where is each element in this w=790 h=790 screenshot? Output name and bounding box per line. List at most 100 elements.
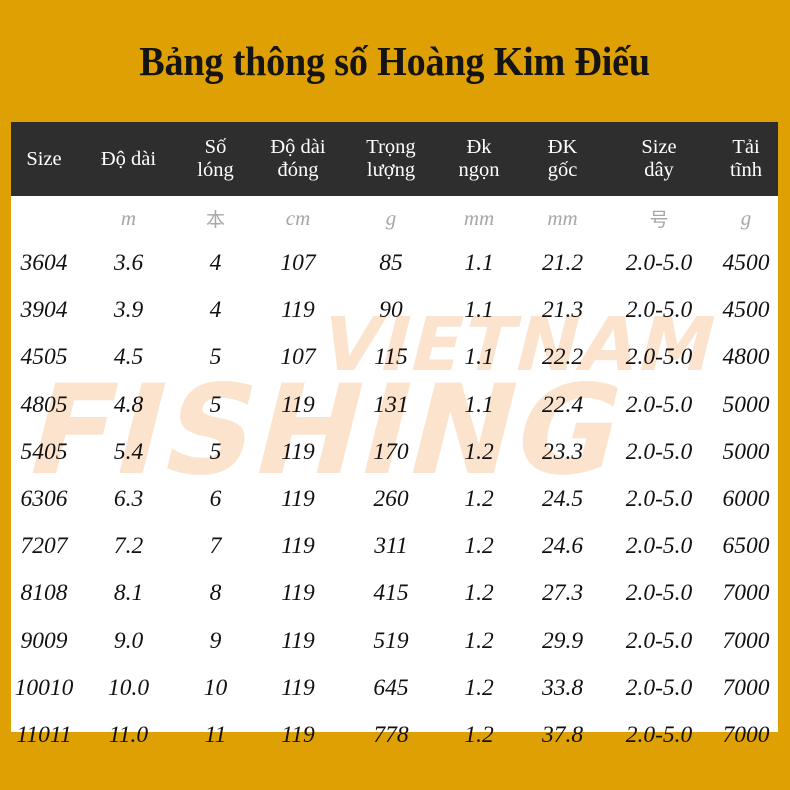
table-cell: 7000 (722, 627, 770, 654)
table-cell: 5 (209, 391, 222, 418)
table-cell: 170 (373, 438, 409, 465)
unit-trong-luong: g (345, 196, 437, 240)
table-cell: 107 (280, 250, 316, 277)
unit-tai-tinh: g (714, 196, 778, 240)
table-cell: 2.0-5.0 (625, 344, 693, 371)
table-cell: 2.0-5.0 (625, 297, 693, 324)
table-cell: 131 (373, 391, 409, 418)
table-cell: 2.0-5.0 (625, 391, 693, 418)
table-cell: 2.0-5.0 (625, 627, 693, 654)
column-header-dk-goc: ĐK gốc (521, 122, 604, 196)
table-cell: 5 (209, 344, 222, 371)
column-header-so-long: Số lóng (180, 122, 251, 196)
table-cell: 119 (281, 721, 315, 748)
table-cell: 3904 (20, 297, 68, 324)
table-cell: 1.2 (464, 533, 494, 560)
table-cell: 5405 (20, 438, 68, 465)
table-cell: 22.4 (541, 391, 584, 418)
table-cell: 5.4 (113, 438, 144, 465)
table-cell: 33.8 (541, 674, 584, 701)
table-cell: 2.0-5.0 (625, 674, 693, 701)
table-cell: 7000 (722, 580, 770, 607)
table-cell: 1.2 (464, 721, 494, 748)
table-header-row: Size Độ dài Số lóng Độ dài đóng Trọng lư… (11, 122, 778, 196)
table-cell: 1.1 (464, 250, 494, 277)
table-cell: 8108 (20, 580, 68, 607)
table-cell: 1.2 (464, 674, 494, 701)
table-cell: 4.5 (113, 344, 144, 371)
table-cell: 6500 (722, 533, 770, 560)
table-cell: 7000 (722, 721, 770, 748)
table-cell: 11011 (16, 721, 72, 748)
spec-table: Size Độ dài Số lóng Độ dài đóng Trọng lư… (11, 122, 778, 759)
table-cell: 2.0-5.0 (625, 533, 693, 560)
column-header-do-dai: Độ dài (77, 122, 180, 196)
table-cell: 119 (281, 486, 315, 513)
table-cell: 260 (373, 486, 409, 513)
table-cell: 10010 (14, 674, 74, 701)
table-row: 10010 10.0 10 119 645 1.2 33.8 2.0-5.0 7000 (11, 665, 778, 712)
table-cell: 10.0 (107, 674, 150, 701)
table-cell: 27.3 (541, 580, 584, 607)
table-cell: 4500 (722, 297, 770, 324)
table-cell: 1.2 (464, 438, 494, 465)
table-cell: 311 (374, 533, 408, 560)
column-header-trong-luong: Trọng lượng (345, 122, 437, 196)
table-row: 9009 9.0 9 119 519 1.2 29.9 2.0-5.0 7000 (11, 618, 778, 665)
table-cell: 6.3 (113, 486, 144, 513)
table-cell: 6 (209, 486, 222, 513)
column-header-dk-ngon: Đk ngọn (437, 122, 521, 196)
column-header-tai-tinh: Tải tĩnh (714, 122, 778, 196)
table-cell: 645 (373, 674, 409, 701)
title-bar: Bảng thông số Hoàng Kim Điếu (0, 0, 790, 122)
table-row: 4505 4.5 5 107 115 1.1 22.2 2.0-5.0 4800 (11, 334, 778, 381)
table-cell: 2.0-5.0 (625, 580, 693, 607)
table-cell: 24.6 (541, 533, 584, 560)
table-cell: 21.2 (541, 250, 584, 277)
table-body-panel (11, 196, 778, 732)
table-cell: 1.1 (464, 391, 494, 418)
table-cell: 24.5 (541, 486, 584, 513)
table-cell: 4500 (722, 250, 770, 277)
page-title: Bảng thông số Hoàng Kim Điếu (139, 37, 651, 84)
table-cell: 7.2 (113, 533, 144, 560)
table-cell: 1.2 (464, 627, 494, 654)
table-cell: 1.1 (464, 344, 494, 371)
table-cell: 2.0-5.0 (625, 438, 693, 465)
table-cell: 6306 (20, 486, 68, 513)
table-data-body: 3604 3.6 4 107 85 1.1 21.2 2.0-5.0 4500 3904 3.9 4 1… (11, 240, 778, 759)
table-cell: 9009 (20, 627, 68, 654)
table-body: m 本 cm g mm mm 号 g (11, 196, 778, 240)
table-cell: 519 (373, 627, 409, 654)
table-cell: 3.6 (113, 250, 144, 277)
table-cell: 1.2 (464, 580, 494, 607)
table-cell: 119 (281, 580, 315, 607)
unit-do-dai-dong: cm (251, 196, 345, 240)
table-cell: 1.2 (464, 486, 494, 513)
table-cell: 7 (209, 533, 222, 560)
column-header-do-dai-dong: Độ dài đóng (251, 122, 345, 196)
table-cell: 23.3 (541, 438, 584, 465)
table-cell: 37.8 (541, 721, 584, 748)
table-cell: 4800 (722, 344, 770, 371)
table-cell: 2.0-5.0 (625, 486, 693, 513)
table-cell: 2.0-5.0 (625, 721, 693, 748)
table-cell: 21.3 (541, 297, 584, 324)
unit-dk-ngon: mm (437, 196, 521, 240)
table-cell: 2.0-5.0 (625, 250, 693, 277)
column-header-size-day: Size dây (604, 122, 714, 196)
table-cell: 4 (209, 250, 222, 277)
table-row: 7207 7.2 7 119 311 1.2 24.6 2.0-5.0 6500 (11, 523, 778, 570)
table-cell: 778 (373, 721, 409, 748)
table-row: 3604 3.6 4 107 85 1.1 21.2 2.0-5.0 4500 (11, 240, 778, 287)
table-cell: 1.1 (464, 297, 494, 324)
table-cell: 9 (209, 627, 222, 654)
table-cell: 4 (209, 297, 222, 324)
unit-size (11, 196, 77, 240)
table-cell: 5000 (722, 438, 770, 465)
table-cell: 7207 (20, 533, 68, 560)
table-cell: 7000 (722, 674, 770, 701)
table-cell: 119 (281, 297, 315, 324)
table-cell: 3604 (20, 250, 68, 277)
